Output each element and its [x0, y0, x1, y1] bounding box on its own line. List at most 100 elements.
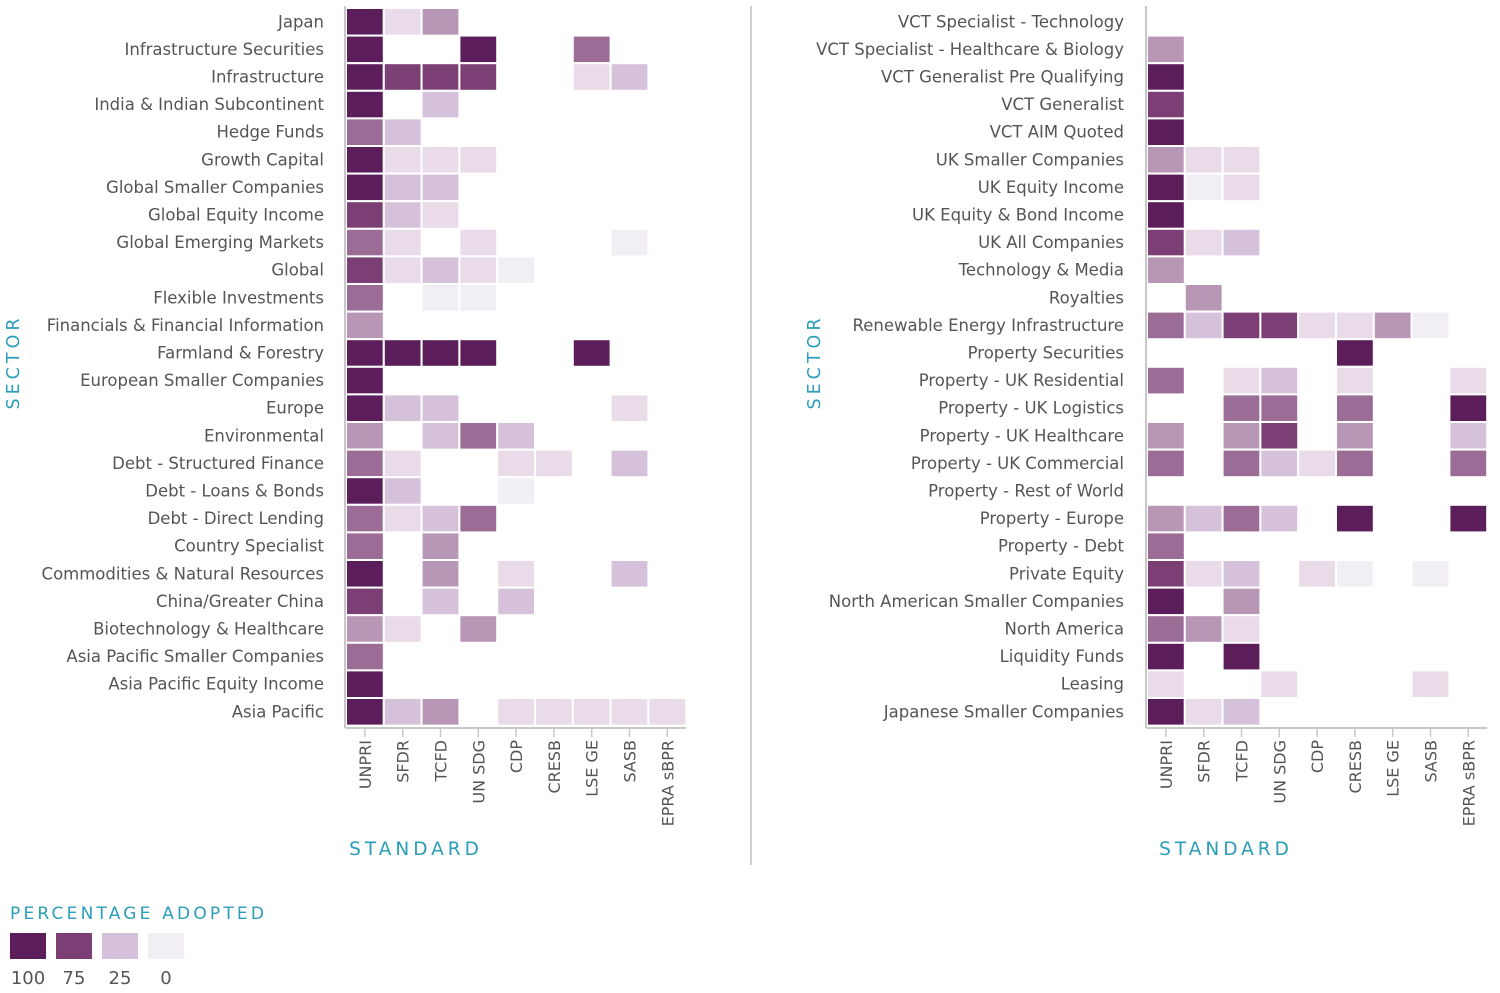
y-axis-title: SECTOR [805, 314, 825, 409]
heatmap-cell [1335, 365, 1375, 396]
heatmap-cell [1146, 365, 1186, 396]
heatmap-cell [1297, 559, 1337, 589]
heatmap-cell [420, 338, 461, 368]
heatmap-cell [1146, 172, 1186, 203]
heatmap-cell [420, 172, 461, 203]
heatmap-cell [420, 697, 461, 727]
heatmap-cell [1335, 503, 1375, 534]
heatmap-cell [1221, 145, 1262, 175]
row-label-north-america: North America [1005, 620, 1124, 639]
heatmap-cell [1410, 559, 1451, 589]
row-label-uk-equity-income: UK Equity Income [978, 178, 1124, 197]
heatmap-cell [1335, 393, 1375, 423]
row-label-japanese-smaller-companies: Japanese Smaller Companies [883, 702, 1124, 721]
column-label-sfdr: SFDR [1195, 740, 1214, 783]
heatmap-cell [345, 255, 385, 285]
heatmap-cell [382, 393, 423, 423]
column-label-cresb: CRESB [545, 740, 564, 794]
row-label-asia-pacific-equity-income: Asia Pacific Equity Income [108, 675, 324, 694]
heatmap-cell [345, 117, 385, 148]
heatmap-cell [420, 200, 461, 230]
heatmap-cell [420, 503, 461, 534]
heatmap-cell [345, 448, 385, 479]
heatmap-cell [609, 393, 650, 423]
row-label-farmland-forestry: Farmland & Forestry [157, 344, 324, 363]
heatmap-cell [420, 7, 461, 37]
heatmap-cell [345, 614, 385, 644]
heatmap-cell [1335, 448, 1375, 479]
heatmap-cell [458, 338, 499, 368]
row-label-property-uk-residential: Property - UK Residential [919, 371, 1124, 390]
heatmap-cell [1221, 310, 1262, 341]
row-label-property-uk-logistics: Property - UK Logistics [938, 399, 1124, 418]
heatmap-cell [1335, 338, 1375, 368]
row-label-uk-equity-bond-income: UK Equity & Bond Income [912, 206, 1124, 225]
heatmap-cell [1146, 255, 1186, 285]
heatmap-cell [571, 697, 612, 727]
column-label-cdp: CDP [1308, 740, 1327, 773]
heatmap-cell [1183, 614, 1224, 644]
heatmap-cell [496, 255, 537, 285]
heatmap-cell [1221, 393, 1262, 423]
row-label-global-emerging-markets: Global Emerging Markets [116, 233, 324, 252]
heatmap-cell [1221, 614, 1262, 644]
row-label-uk-smaller-companies: UK Smaller Companies [936, 150, 1124, 169]
row-label-financials-financial-information: Financials & Financial Information [47, 316, 324, 335]
heatmap-cell [345, 145, 385, 175]
heatmap-cell [458, 421, 499, 451]
heatmap-cell [382, 117, 423, 148]
x-axis-title: STANDARD [349, 839, 483, 860]
heatmap-cell [345, 641, 385, 672]
heatmap-cell [382, 172, 423, 203]
row-label-liquidity-funds: Liquidity Funds [1000, 647, 1124, 666]
legend-label: 25 [109, 968, 132, 989]
heatmap-cell [458, 614, 499, 644]
row-label-environmental: Environmental [204, 426, 324, 445]
heatmap-cell [345, 531, 385, 562]
heatmap-cell [382, 338, 423, 368]
heatmap-cell [609, 448, 650, 479]
heatmap-cell [1146, 641, 1186, 672]
heatmap-cell [1448, 503, 1489, 534]
heatmap-cell [609, 559, 650, 589]
y-axis-title: SECTOR [4, 314, 24, 409]
heatmap-cell [1183, 503, 1224, 534]
heatmap-cell [1183, 310, 1224, 341]
heatmap-cell [382, 448, 423, 479]
legend: PERCENTAGE ADOPTED 100 75 25 0 [10, 904, 264, 989]
heatmap-cell [1146, 200, 1186, 230]
heatmap-cell [345, 586, 385, 617]
heatmap-cell [420, 145, 461, 175]
heatmap-cell [458, 145, 499, 175]
heatmap-cell [609, 62, 650, 92]
heatmap-cell [1146, 503, 1186, 534]
heatmap-cell [458, 283, 499, 313]
heatmap-cell [345, 34, 385, 65]
column-label-un-sdg: UN SDG [1270, 740, 1289, 804]
row-label-europe: Europe [266, 399, 324, 418]
heatmap-cell [496, 448, 537, 479]
heatmap-cell [1259, 503, 1300, 534]
heatmap-cell [382, 145, 423, 175]
heatmap-cell [1221, 172, 1262, 203]
column-label-sasb: SASB [1422, 740, 1441, 783]
heatmap-cell [1146, 421, 1186, 451]
column-label-tcfd: TCFD [1233, 740, 1252, 783]
row-label-china-greater-china: China/Greater China [156, 592, 324, 611]
heatmap-cell [496, 586, 537, 617]
row-label-asia-pacific: Asia Pacific [232, 702, 324, 721]
heatmap-cell [382, 614, 423, 644]
heatmap-cell [1146, 586, 1186, 617]
heatmap-cell [1146, 448, 1186, 479]
row-label-property-rest-of-world: Property - Rest of World [928, 482, 1124, 501]
heatmap-cell [496, 559, 537, 589]
heatmap-cell [420, 89, 461, 120]
row-label-flexible-investments: Flexible Investments [153, 288, 324, 307]
heatmap-cell [420, 559, 461, 589]
row-label-leasing: Leasing [1061, 675, 1124, 694]
row-label-property-uk-healthcare: Property - UK Healthcare [920, 426, 1124, 445]
row-label-country-specialist: Country Specialist [174, 537, 324, 556]
heatmap-cell [1297, 448, 1337, 479]
heatmap-cell [1146, 34, 1186, 65]
heatmap-cell [382, 227, 423, 258]
